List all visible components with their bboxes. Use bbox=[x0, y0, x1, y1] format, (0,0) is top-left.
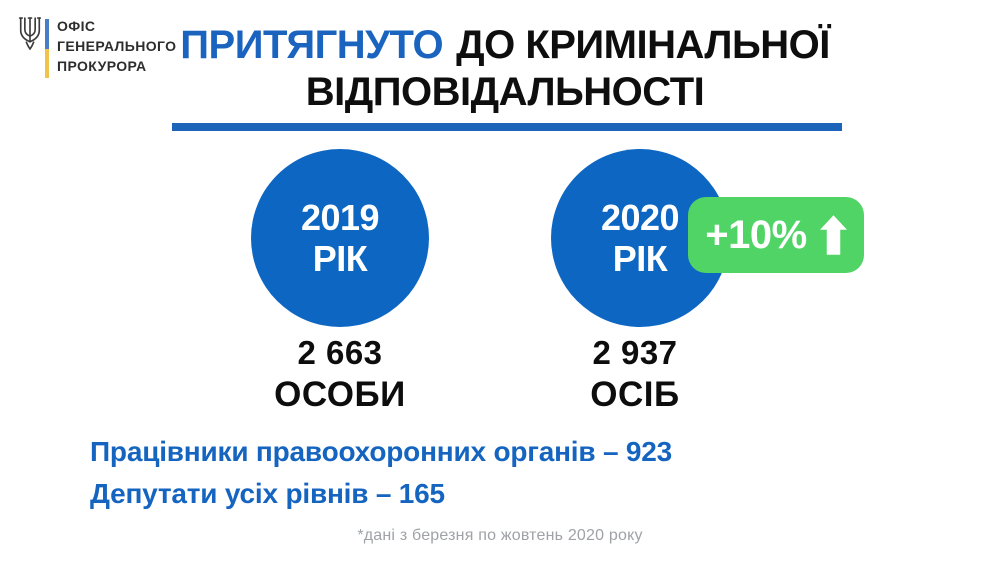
count-2020: 2 937 ОСІБ bbox=[510, 334, 760, 415]
breakdown-line-law-enforcement: Працівники правоохоронних органів – 923 bbox=[90, 436, 673, 467]
org-name: ОФІС ГЕНЕРАЛЬНОГО ПРОКУРОРА bbox=[57, 16, 257, 76]
year-2020: 2020 bbox=[600, 197, 680, 238]
title-highlight: ПРИТЯГНУТО bbox=[180, 23, 444, 67]
year-2019-label: РІК bbox=[312, 238, 368, 279]
count-2019-unit: ОСОБИ bbox=[274, 375, 406, 414]
growth-badge: +10% bbox=[688, 197, 864, 273]
slide-title: ПРИТЯГНУТО ДО КРИМІНАЛЬНОЇ ВІДПОВІДАЛЬНОС… bbox=[158, 22, 852, 116]
title-underline-rule bbox=[172, 123, 842, 131]
year-circle-2020: 2020 РІК bbox=[551, 149, 729, 327]
title-line2: ВІДПОВІДАЛЬНОСТІ bbox=[305, 70, 705, 114]
footnote: *дані з березня по жовтень 2020 року bbox=[357, 527, 643, 544]
breakdown-line-deputies: Депутати усіх рівнів – 165 bbox=[90, 478, 445, 509]
org-name-line1: ОФІС bbox=[57, 18, 96, 34]
org-name-line2: ГЕНЕРАЛЬНОГО bbox=[57, 38, 177, 54]
breakdown-list: Працівники правоохоронних органів – 923 … bbox=[90, 438, 672, 522]
year-2019: 2019 bbox=[300, 197, 380, 238]
year-2020-label: РІК bbox=[612, 238, 668, 279]
count-2019-number: 2 663 bbox=[297, 334, 383, 371]
flag-divider-bar bbox=[45, 19, 49, 78]
ukraine-trident-icon bbox=[18, 17, 42, 50]
title-line1-rest: ДО КРИМІНАЛЬНОЇ bbox=[456, 23, 830, 67]
count-2020-number: 2 937 bbox=[592, 334, 678, 371]
count-2019: 2 663 ОСОБИ bbox=[215, 334, 465, 415]
flag-yellow-half bbox=[45, 48, 49, 78]
flag-blue-half bbox=[45, 19, 49, 49]
count-2020-unit: ОСІБ bbox=[590, 375, 680, 414]
growth-value: +10% bbox=[705, 212, 807, 257]
year-circle-2019: 2019 РІК bbox=[251, 149, 429, 327]
org-name-line3: ПРОКУРОРА bbox=[57, 58, 147, 74]
up-arrow-icon bbox=[819, 215, 847, 255]
